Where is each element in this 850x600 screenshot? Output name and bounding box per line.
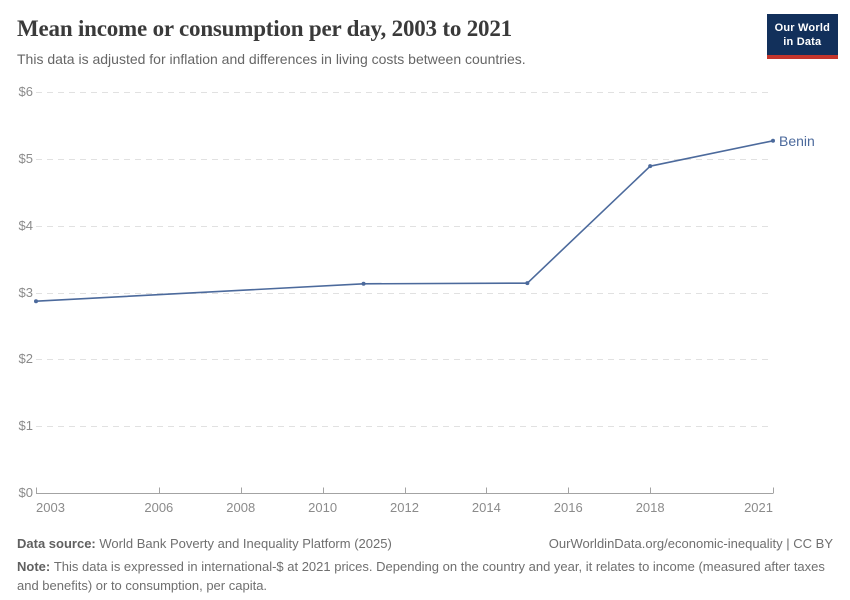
note-label: Note: bbox=[17, 558, 51, 574]
chart-canvas bbox=[34, 92, 775, 494]
data-point-marker bbox=[648, 164, 653, 169]
line-chart: $0 $1 $2 $3 $4 $5 $6 2003 2006 2008 2010 2012 2014 20… bbox=[18, 84, 815, 515]
y-axis-tick-label: $3 bbox=[18, 284, 33, 300]
note-text: This data is expressed in international-… bbox=[17, 558, 825, 593]
chart-note: Note: This data is expressed in internat… bbox=[17, 558, 833, 596]
chart-footer: Data source: World Bank Poverty and Ineq… bbox=[17, 535, 833, 596]
y-axis-tick-label: $2 bbox=[18, 351, 33, 367]
owid-logo-line2: in Data bbox=[783, 36, 822, 49]
y-axis-tick-label: $4 bbox=[18, 217, 33, 233]
data-point-marker bbox=[361, 281, 366, 286]
data-source: Data source: World Bank Poverty and Ineq… bbox=[17, 535, 392, 554]
chart-header: Mean income or consumption per day, 2003… bbox=[17, 16, 750, 67]
data-point-marker bbox=[525, 281, 530, 286]
data-source-label: Data source: bbox=[17, 536, 96, 551]
data-point-marker bbox=[771, 138, 775, 143]
y-axis-tick-label: $1 bbox=[18, 418, 33, 434]
y-axis-tick-label: $0 bbox=[18, 485, 33, 500]
x-axis-tick-label: 2012 bbox=[390, 500, 419, 515]
x-axis-tick-label: 2010 bbox=[308, 500, 338, 515]
owid-logo: Our World in Data bbox=[766, 14, 838, 59]
page-title: Mean income or consumption per day, 2003… bbox=[17, 16, 512, 41]
x-axis-tick-label: 2008 bbox=[226, 500, 256, 515]
x-axis-tick-label: 2016 bbox=[553, 500, 583, 515]
x-axis-tick-label: 2006 bbox=[144, 500, 174, 515]
series-line bbox=[35, 140, 774, 302]
x-axis-tick-label: 2014 bbox=[471, 500, 501, 515]
data-source-text: World Bank Poverty and Inequality Platfo… bbox=[99, 536, 392, 551]
y-axis-tick-label: $6 bbox=[18, 84, 33, 99]
x-axis-tick-label: 2018 bbox=[635, 500, 665, 515]
data-point-marker bbox=[34, 299, 38, 304]
x-axis-tick-label: 2003 bbox=[36, 500, 65, 515]
series-end-label: Benin bbox=[779, 132, 815, 149]
x-axis-tick-label: 2021 bbox=[744, 500, 773, 515]
attribution-link[interactable]: OurWorldinData.org/economic-inequality |… bbox=[548, 536, 833, 551]
owid-logo-line1: Our World bbox=[774, 22, 830, 34]
page-subtitle: This data is adjusted for inflation and … bbox=[17, 51, 526, 67]
y-axis-tick-label: $5 bbox=[18, 150, 33, 166]
